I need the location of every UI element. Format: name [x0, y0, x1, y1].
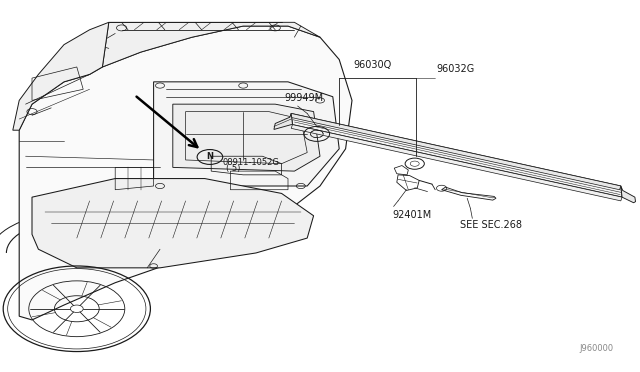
Polygon shape [290, 113, 621, 190]
Polygon shape [621, 186, 636, 203]
Polygon shape [32, 179, 314, 268]
Polygon shape [291, 125, 622, 201]
Text: SEE SEC.268: SEE SEC.268 [460, 220, 522, 230]
Text: J960000: J960000 [579, 344, 613, 353]
Text: 96032G: 96032G [436, 64, 475, 74]
Polygon shape [442, 187, 496, 200]
Text: 08911-1052G: 08911-1052G [223, 158, 280, 167]
Text: 99949M: 99949M [285, 93, 324, 103]
Polygon shape [13, 22, 109, 130]
Polygon shape [291, 113, 622, 197]
Polygon shape [19, 26, 352, 320]
Text: 96030Q: 96030Q [353, 60, 392, 70]
Text: 92401M: 92401M [392, 210, 431, 220]
Text: N: N [207, 153, 213, 161]
Text: ( 5): ( 5) [226, 164, 240, 173]
Polygon shape [154, 82, 339, 186]
Polygon shape [274, 113, 292, 129]
Polygon shape [173, 104, 320, 171]
Polygon shape [102, 22, 320, 67]
